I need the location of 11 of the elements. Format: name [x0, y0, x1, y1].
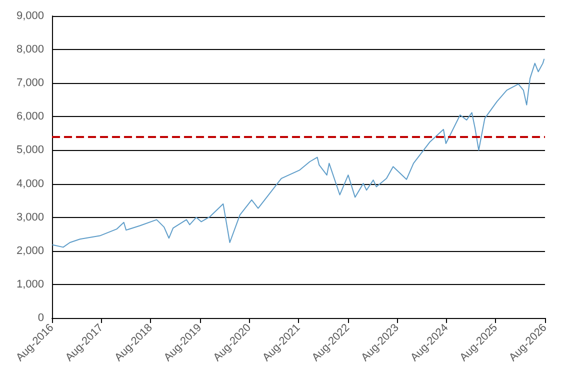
- y-tick-label: 9,000: [16, 10, 44, 22]
- y-tick-label: 1,000: [16, 278, 44, 290]
- y-tick-label: 6,000: [16, 110, 44, 123]
- y-tick-label: 2,000: [16, 244, 44, 257]
- y-tick-label: 5,000: [16, 144, 44, 156]
- y-tick-label: 4,000: [16, 178, 44, 190]
- y-tick-label: 7,000: [16, 77, 44, 90]
- y-tick-label: 0: [38, 312, 44, 324]
- y-tick-label: 8,000: [16, 44, 44, 56]
- y-tick-label: 3,000: [16, 211, 44, 224]
- line-series: [52, 58, 545, 248]
